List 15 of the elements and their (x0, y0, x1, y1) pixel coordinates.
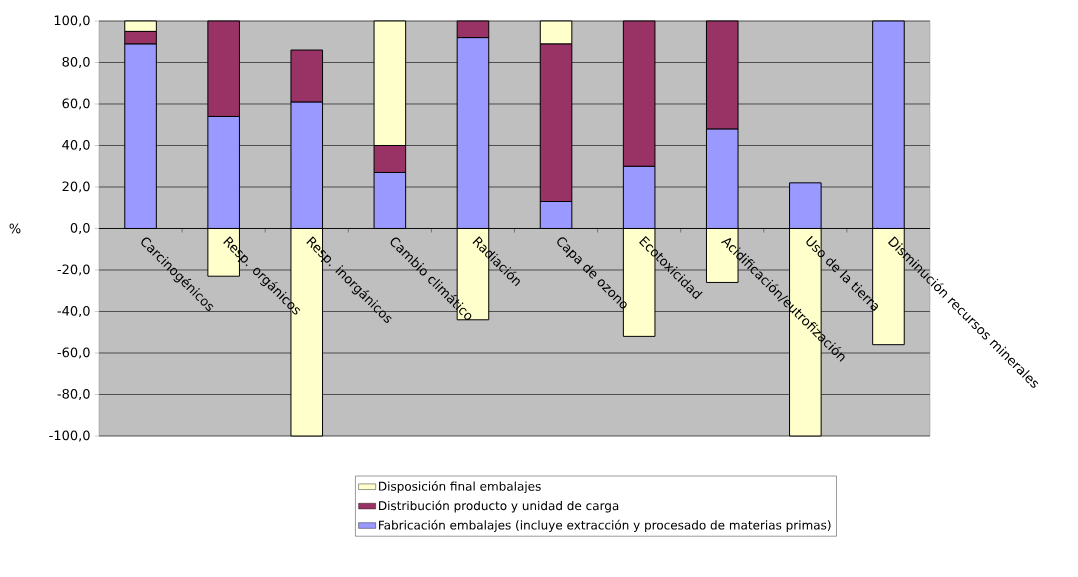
y-tick-label: 0,0 (70, 222, 90, 235)
legend-label: Disposición final embalajes (379, 481, 541, 494)
y-tick-label: -60,0 (57, 347, 90, 359)
y-tick-label: -80,0 (57, 388, 90, 401)
y-axis-title: % (9, 223, 21, 234)
y-tick-label: 40,0 (62, 139, 90, 152)
legend-label: Fabricación embalajes (incluye extracción y procesado de materias primas) (379, 519, 831, 532)
y-tick-label: -100,0 (49, 430, 90, 442)
y-tick-label: 20,0 (62, 181, 90, 193)
y-tick-label: -40,0 (57, 305, 90, 318)
y-tick-label: 80,0 (62, 56, 90, 69)
y-tick-label: 100,0 (54, 15, 90, 27)
y-tick-label: 60,0 (62, 98, 90, 110)
legend-label: Distribución producto y unidad de carga (379, 500, 619, 513)
y-tick-label: -20,0 (57, 264, 90, 276)
